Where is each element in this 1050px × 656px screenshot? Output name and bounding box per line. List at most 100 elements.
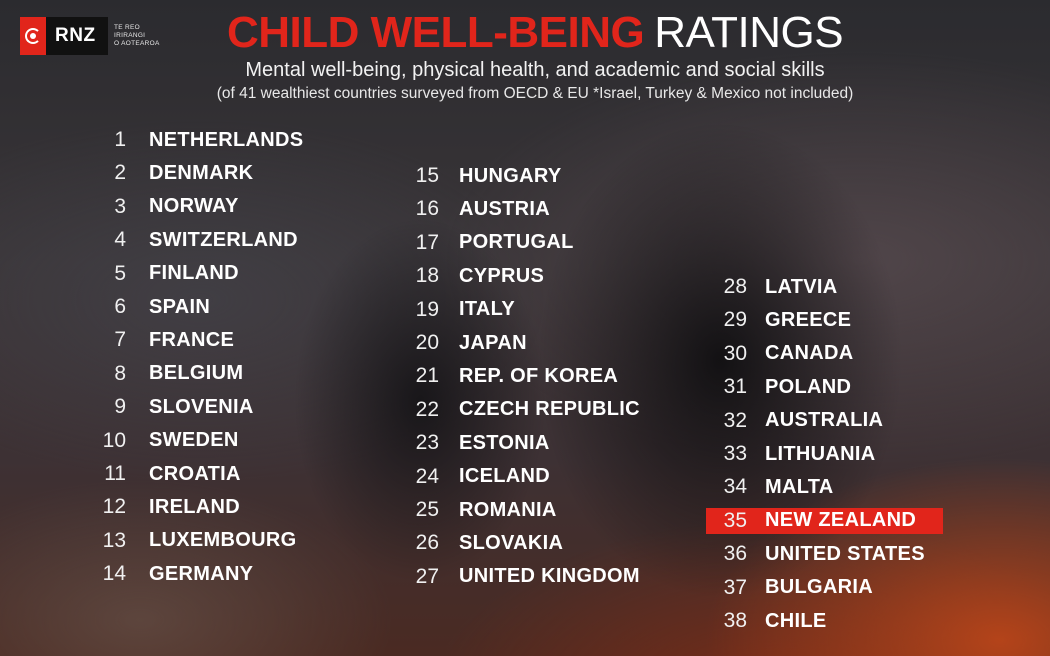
rank-number: 32 xyxy=(723,408,747,432)
country-name: CYPRUS xyxy=(459,264,545,287)
rank-number: 33 xyxy=(723,442,747,465)
country-name: AUSTRALIA xyxy=(765,409,884,432)
rnz-mark-icon xyxy=(20,17,46,55)
country-name: FINLAND xyxy=(149,262,239,285)
country-name: ICELAND xyxy=(459,465,550,488)
ranking-row: 21 REP. OF KOREA xyxy=(409,363,618,389)
ranking-row: 34 MALTA xyxy=(717,474,834,500)
rank-number: 27 xyxy=(415,564,439,588)
rank-number: 3 xyxy=(114,194,126,218)
country-name: SLOVAKIA xyxy=(459,531,564,554)
subtitle: Mental well-being, physical health, and … xyxy=(245,59,825,81)
rank-number: 5 xyxy=(114,261,126,285)
country-name: ESTONIA xyxy=(459,431,550,454)
ranking-row: 30 CANADA xyxy=(717,341,854,367)
ranking-row: 26 SLOVAKIA xyxy=(409,530,563,556)
country-name: UNITED KINGDOM xyxy=(459,565,640,588)
rank-number: 22 xyxy=(415,397,439,421)
country-name: LATVIA xyxy=(765,275,838,298)
rank-number: 16 xyxy=(415,197,439,221)
rank-number: 1 xyxy=(114,128,126,151)
rank-number: 36 xyxy=(723,542,747,566)
ranking-row: 6 SPAIN xyxy=(102,294,210,320)
ranking-row: 16 AUSTRIA xyxy=(409,196,550,222)
rank-number: 28 xyxy=(723,275,747,298)
country-name: GREECE xyxy=(765,308,852,331)
ranking-row: 9 SLOVENIA xyxy=(102,394,254,420)
rank-number: 37 xyxy=(723,575,747,599)
rank-number: 4 xyxy=(114,228,126,252)
ranking-row: 27 UNITED KINGDOM xyxy=(409,564,640,590)
ranking-row: 24 ICELAND xyxy=(409,464,550,490)
country-name: UNITED STATES xyxy=(765,542,925,565)
ranking-row: 8 BELGIUM xyxy=(102,361,243,387)
survey-note: (of 41 wealthiest countries surveyed fro… xyxy=(216,85,854,102)
title-accent: CHILD WELL-BEING xyxy=(226,8,645,57)
country-name: JAPAN xyxy=(459,331,527,354)
country-name: CHILE xyxy=(765,609,827,632)
country-name: DENMARK xyxy=(149,161,254,184)
country-name: ROMANIA xyxy=(459,498,557,521)
ranking-row: 33 LITHUANIA xyxy=(717,441,876,467)
rank-number: 11 xyxy=(104,462,126,485)
rank-number: 13 xyxy=(102,528,126,552)
logo-tagline-line: O AOTEAROA xyxy=(114,40,160,47)
ranking-row: 14 GERMANY xyxy=(102,561,253,587)
ranking-row: 31 POLAND xyxy=(717,374,851,400)
ranking-row-highlighted: 35 NEW ZEALAND xyxy=(706,507,943,534)
country-name: LUXEMBOURG xyxy=(149,529,297,552)
rank-number: 7 xyxy=(114,328,126,352)
ranking-row: 32 AUSTRALIA xyxy=(717,408,883,434)
country-name: SLOVENIA xyxy=(149,395,254,418)
ranking-row: 10 SWEDEN xyxy=(102,428,239,454)
ranking-row: 12 IRELAND xyxy=(102,494,240,520)
page-title: CHILD WELL-BEING RATINGS xyxy=(0,8,1050,58)
rank-number: 2 xyxy=(114,161,126,185)
ranking-row: 23 ESTONIA xyxy=(409,430,550,456)
country-name: GERMANY xyxy=(149,562,254,585)
country-name: NORWAY xyxy=(149,195,239,218)
rank-number: 12 xyxy=(102,495,126,519)
country-name: FRANCE xyxy=(149,328,235,351)
country-name: POLAND xyxy=(765,375,852,398)
ranking-row: 38 CHILE xyxy=(717,608,827,634)
ranking-row: 22 CZECH REPUBLIC xyxy=(409,397,640,423)
rank-number: 20 xyxy=(415,331,439,354)
rank-number: 34 xyxy=(723,475,747,499)
ranking-row: 18 CYPRUS xyxy=(409,263,544,289)
country-name: HUNGARY xyxy=(459,164,562,187)
rank-number: 10 xyxy=(102,428,126,452)
rank-number: 8 xyxy=(114,361,126,385)
country-name: CZECH REPUBLIC xyxy=(459,398,640,421)
country-name: CANADA xyxy=(765,342,854,365)
rank-number: 18 xyxy=(415,264,439,288)
rank-number: 31 xyxy=(723,375,747,399)
country-name: BELGIUM xyxy=(149,362,244,385)
country-name: SWITZERLAND xyxy=(149,228,298,251)
ranking-row: 37 BULGARIA xyxy=(717,575,873,601)
rank-number: 23 xyxy=(415,431,439,455)
country-name: NETHERLANDS xyxy=(149,128,304,151)
rank-number: 38 xyxy=(723,609,747,632)
logo-wordmark: RNZ xyxy=(55,25,96,46)
rank-number: 14 xyxy=(102,562,126,586)
rank-number: 25 xyxy=(415,498,439,521)
rank-number: 9 xyxy=(114,395,126,419)
country-name: SWEDEN xyxy=(149,429,239,452)
rank-number: 19 xyxy=(415,297,439,321)
ranking-row: 29 GREECE xyxy=(717,307,851,333)
ranking-row: 11 CROATIA xyxy=(102,461,241,487)
country-name: MALTA xyxy=(765,475,834,498)
country-name: CROATIA xyxy=(149,462,241,485)
rank-number: 26 xyxy=(415,531,439,555)
logo-tagline-line: IRIRANGI xyxy=(114,32,146,39)
ranking-row: 17 PORTUGAL xyxy=(409,230,574,256)
country-name: AUSTRIA xyxy=(459,197,550,220)
ranking-row: 3 NORWAY xyxy=(102,194,239,220)
ranking-row: 4 SWITZERLAND xyxy=(102,227,298,253)
rank-number: 15 xyxy=(415,164,439,187)
country-name: LITHUANIA xyxy=(765,442,876,465)
rank-number: 30 xyxy=(723,341,747,365)
country-name: IRELAND xyxy=(149,495,240,518)
rnz-logo: RNZ TE REO IRIRANGI O AOTEAROA xyxy=(20,17,164,55)
